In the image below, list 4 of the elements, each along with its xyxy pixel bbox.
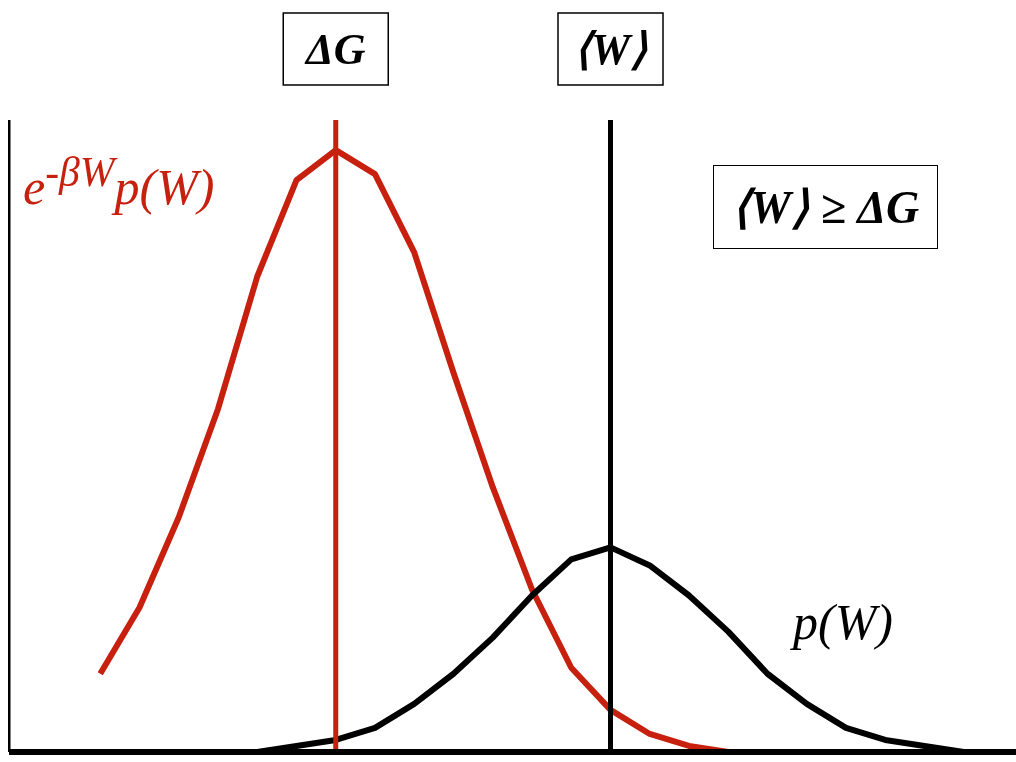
series-label: e$^{-βW}$p(W)	[23, 148, 215, 216]
annotation: ⟨W⟩ ≥ ΔG	[713, 165, 939, 249]
text: ΔG	[304, 24, 366, 74]
text: ⟨W⟩	[573, 24, 649, 74]
